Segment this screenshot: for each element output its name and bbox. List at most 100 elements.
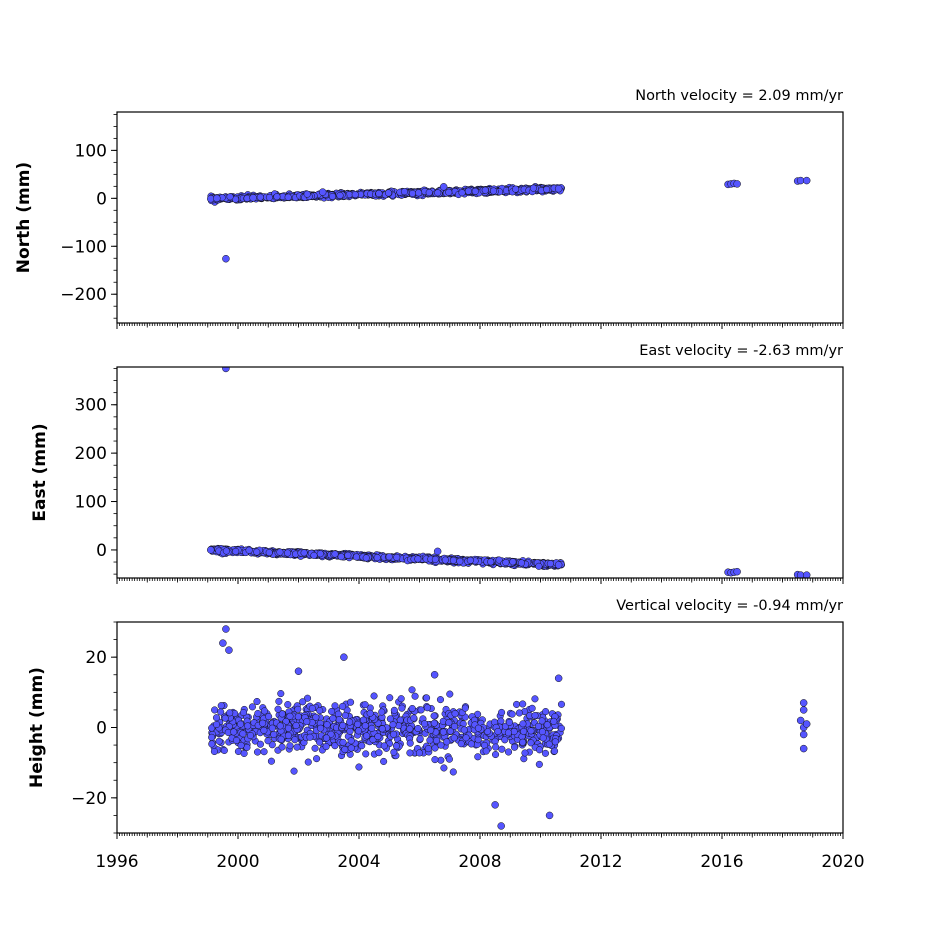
trend-data-point	[328, 707, 336, 716]
trend-data-point	[303, 718, 311, 726]
trend-data-point	[538, 728, 547, 736]
data-point	[554, 674, 563, 683]
trend-data-point	[362, 554, 370, 562]
trend-data-point	[290, 767, 298, 775]
trend-data-point	[487, 558, 495, 566]
trend-data-point	[420, 720, 429, 728]
trend-data-point	[543, 185, 551, 193]
trend-data-point	[217, 702, 225, 710]
trend-data-point	[474, 724, 482, 732]
trend-data-point	[519, 738, 527, 746]
trend-data-point	[410, 714, 418, 722]
trend-data-point	[312, 713, 320, 721]
trend-data-point	[416, 735, 424, 743]
x-tick-label: 2020	[821, 852, 864, 872]
trend-data-point	[531, 695, 539, 703]
trend-data-point	[278, 710, 286, 718]
trend-data-point	[550, 717, 558, 725]
trend-data-point	[303, 190, 311, 198]
east-plot-frame	[116, 366, 844, 579]
y-tick-label: 200	[75, 444, 107, 464]
trend-data-point	[414, 555, 422, 563]
trend-data-point	[542, 708, 550, 716]
data-point	[439, 183, 448, 191]
trend-data-point	[504, 748, 513, 756]
x-tick-label: 2012	[579, 852, 622, 872]
y-tick-label: 300	[75, 396, 107, 416]
height-plot-frame	[116, 621, 844, 834]
trend-data-point	[274, 705, 282, 713]
trend-data-point	[355, 763, 363, 771]
trend-data-point	[268, 724, 276, 732]
trend-data-point	[300, 549, 308, 557]
trend-data-point	[501, 736, 509, 744]
trend-data-point	[527, 727, 535, 735]
trend-data-point	[304, 758, 312, 766]
data-point	[733, 180, 741, 188]
trend-data-point	[347, 737, 355, 745]
trend-data-point	[474, 753, 482, 761]
trend-data-point	[389, 721, 397, 729]
north-y-axis-label: North (mm)	[14, 162, 34, 273]
trend-data-point	[374, 733, 382, 741]
trend-data-point	[513, 700, 521, 708]
trend-data-point	[449, 768, 457, 776]
trend-data-point	[551, 738, 559, 746]
trend-data-point	[240, 749, 248, 757]
height-y-axis-label: Height (mm)	[27, 667, 47, 788]
data-point	[225, 646, 233, 654]
trend-data-point	[541, 749, 550, 757]
trend-data-point	[245, 546, 253, 554]
trend-data-point	[208, 740, 216, 748]
trend-data-point	[531, 712, 539, 720]
trend-data-point	[535, 760, 543, 768]
trend-data-point	[253, 548, 261, 556]
trend-data-point	[331, 550, 339, 558]
trend-data-point	[277, 735, 285, 743]
x-tick-label: 2016	[700, 852, 743, 872]
trend-data-point	[306, 733, 314, 741]
trend-data-point	[339, 721, 347, 729]
trend-data-point	[400, 188, 409, 196]
data-point	[491, 801, 499, 809]
trend-data-point	[339, 702, 347, 710]
trend-data-point	[431, 744, 439, 752]
trend-data-point	[210, 747, 218, 756]
trend-data-point	[265, 193, 273, 201]
trend-data-point	[392, 742, 400, 750]
trend-data-point	[538, 717, 546, 725]
north-velocity-title: North velocity = 2.09 mm/yr	[635, 88, 843, 104]
trend-data-point	[226, 709, 234, 717]
y-tick-label: 0	[96, 541, 107, 561]
data-point	[433, 547, 442, 556]
trend-data-point	[291, 736, 299, 744]
trend-data-point	[460, 726, 468, 734]
trend-data-point	[351, 191, 359, 199]
trend-data-point	[378, 708, 386, 716]
trend-data-point	[390, 730, 398, 738]
trend-data-point	[284, 701, 292, 709]
trend-data-point	[535, 746, 544, 754]
trend-data-point	[370, 692, 378, 700]
trend-data-point	[490, 187, 498, 195]
trend-data-point	[427, 726, 435, 734]
trend-data-point	[335, 716, 343, 724]
trend-data-point	[232, 547, 240, 555]
data-point	[219, 639, 227, 647]
trend-data-point	[437, 741, 445, 749]
data-point	[222, 625, 230, 633]
trend-data-point	[430, 719, 438, 727]
trend-data-point	[328, 192, 337, 200]
y-tick-label: 20	[85, 648, 107, 668]
trend-data-point	[461, 704, 469, 712]
trend-data-point	[386, 694, 394, 702]
trend-data-point	[450, 734, 458, 742]
trend-data-point	[253, 697, 261, 706]
trend-data-point	[316, 550, 324, 558]
trend-data-point	[284, 731, 292, 740]
trend-data-point	[434, 189, 442, 197]
trend-data-point	[276, 548, 284, 556]
x-tick-label: 1996	[95, 852, 138, 872]
trend-data-point	[208, 733, 216, 741]
trend-data-point	[423, 694, 431, 702]
